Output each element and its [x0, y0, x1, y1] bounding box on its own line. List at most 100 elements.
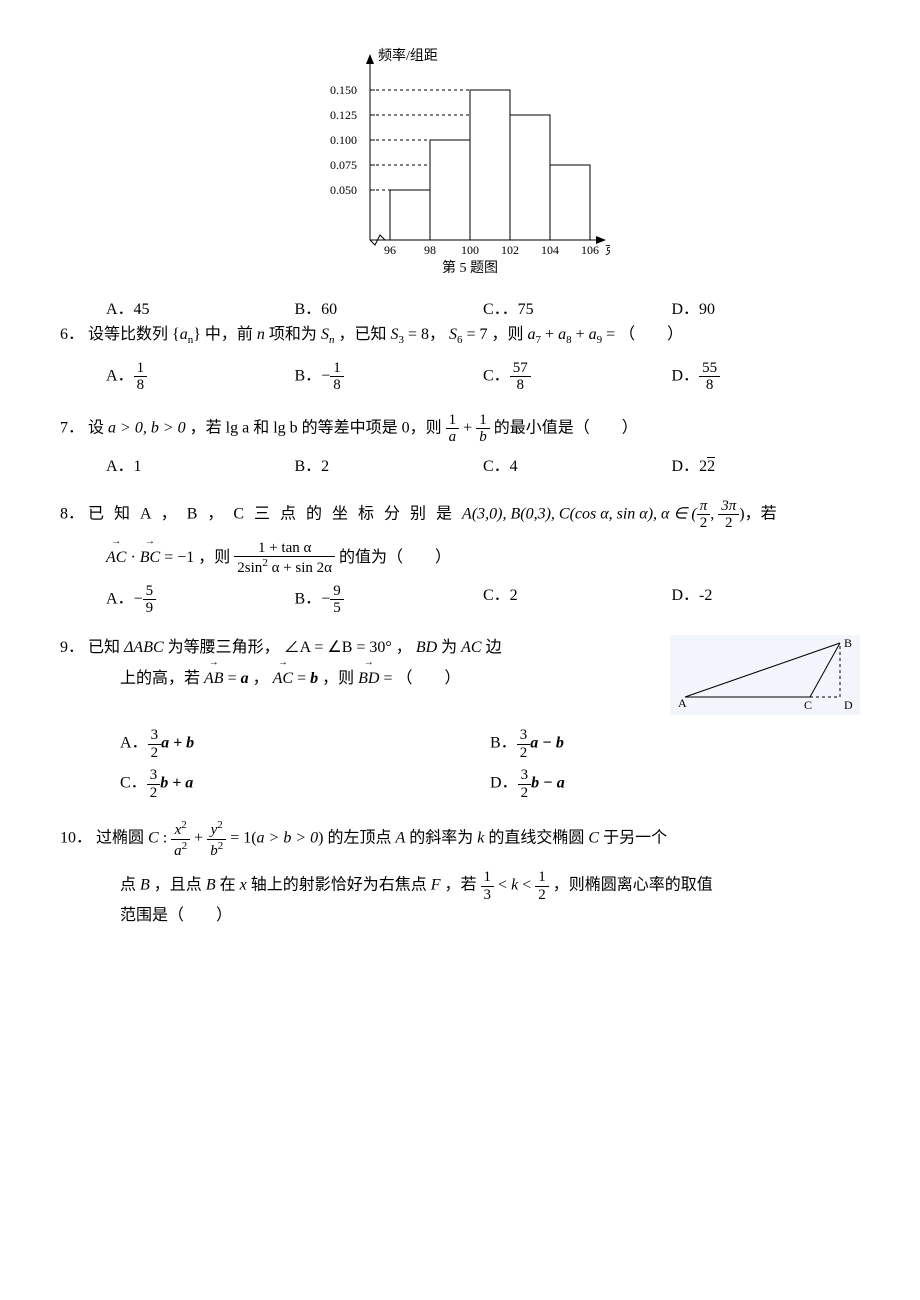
q8-AC: AC [106, 549, 126, 566]
q7-cond: a > 0, b > 0 [108, 420, 186, 437]
q7-td: 的最小值是（ ） [494, 420, 638, 437]
q9-BD1: BD [416, 639, 437, 656]
q6-text-d: ，已知 [338, 326, 386, 343]
q9-vA: A [678, 696, 687, 710]
q6-a7s: 7 [536, 334, 542, 346]
q7: 7． 设 a > 0, b > 0 ，若 lg a 和 lg b 的等差中项是 … [60, 412, 860, 480]
q6-Sn-sub: n [329, 334, 335, 346]
q6-opt-b: B．−18 [295, 360, 484, 394]
q6-an-a: a [180, 326, 188, 343]
q6-S6: S [449, 326, 457, 343]
q8-Bneg: − [321, 590, 330, 607]
q6-text-b: 中，前 [205, 326, 253, 343]
q9-ta: 已知 [88, 639, 120, 656]
q9-AC: AC [273, 670, 293, 687]
q6-Cn: 57 [510, 360, 531, 378]
q8-BC: BC [140, 549, 160, 566]
q10-plus: + [194, 830, 207, 847]
q10-A: A [395, 830, 405, 847]
q7-plus: + [463, 420, 476, 437]
q10-f2n: 1 [535, 869, 549, 887]
q10-B: B [140, 877, 150, 894]
q9-Bl: B． [490, 735, 517, 752]
q10-F: F [431, 877, 441, 894]
q7-opt-c: C．4 [483, 454, 672, 480]
q10-xda: a [174, 843, 182, 859]
xtick-2: 100 [461, 243, 479, 257]
q10-num: 10． [60, 830, 92, 847]
q6-Dn: 55 [699, 360, 720, 378]
q9-tri: ΔABC [124, 639, 164, 656]
q10-tf5: ，若 [445, 877, 477, 894]
q9-eqa: = [228, 670, 241, 687]
q6-S6eq: = 7 [462, 326, 487, 343]
histogram-caption: 第 5 题图 [442, 259, 498, 276]
q9-triangle: A B C D [670, 635, 860, 724]
q8-comma: , [710, 505, 718, 522]
q8-td: 的值为（ ） [339, 549, 451, 566]
q9-a: a [241, 670, 249, 687]
q8-opt-d: D．-2 [672, 583, 861, 617]
q9-tc2: 为 [441, 639, 457, 656]
q10-ys: 2 [217, 819, 223, 831]
q7-and: 和 [253, 420, 273, 437]
q10-yds: 2 [218, 840, 224, 852]
xtick-5: 106 [581, 243, 599, 257]
q6-Ad: 8 [134, 377, 148, 394]
q9-C32d: 2 [147, 785, 161, 802]
q6: 6． 设等比数列 {an} 中，前 n 项和为 Sn ，已知 S3 = 8， S… [60, 322, 860, 394]
q6-a9: a [589, 326, 597, 343]
q6-p2: + [576, 326, 589, 343]
q6-eq: = （ ） [606, 326, 683, 343]
q7-f1n: 1 [446, 412, 460, 430]
q5-opt-d: D．90 [672, 297, 861, 323]
q6-brace-l: { [172, 326, 180, 343]
q6-p1: + [545, 326, 558, 343]
q10-f1d: 3 [481, 887, 495, 904]
ytick-4: 0.150 [330, 83, 357, 97]
q10-te: 于另一个 [603, 830, 667, 847]
q7-lga: lg a [226, 420, 250, 437]
q9-Al: A． [120, 735, 148, 752]
q9-ang: ∠A = ∠B = 30° [284, 639, 392, 656]
q10-lt2: < [522, 877, 535, 894]
q10-td: 的直线交椭圆 [488, 830, 588, 847]
q9-opt-c: C．32b + a [120, 767, 490, 801]
q6-brace-r: } [193, 326, 201, 343]
q5-options: A．45 B．60 C．．75 D．90 [106, 297, 860, 323]
q7-tc: 的等差中项是 0，则 [302, 420, 442, 437]
q9-tc: ， [396, 639, 412, 656]
histogram-svg: 0.050 0.075 0.100 0.125 0.150 96 98 100 … [310, 40, 610, 280]
q9-eqb: = [297, 670, 310, 687]
q6-Dlbl: D． [672, 368, 700, 385]
q9-b: b [310, 670, 318, 687]
q6-text-e: ，则 [492, 326, 524, 343]
q6-An: 1 [134, 360, 148, 378]
q8-num: 8． [60, 505, 84, 522]
q6-text-a: 设等比数列 [88, 326, 168, 343]
q9-tc3: 边 [486, 639, 502, 656]
q10-xds: 2 [182, 840, 188, 852]
q7-opt-a: A．1 [106, 454, 295, 480]
q10-cond: a > b > 0 [257, 830, 319, 847]
q6-a8: a [558, 326, 566, 343]
q5-histogram: 0.050 0.075 0.100 0.125 0.150 96 98 100 … [60, 40, 860, 289]
q6-n: n [257, 326, 265, 343]
q8-opt-b: B．−95 [295, 583, 484, 617]
q7-f2d: b [479, 429, 487, 445]
q6-Blbl: B． [295, 368, 322, 385]
q8-ta: 已 知 A ， B ， C 三 点 的 坐 标 分 别 是 [88, 505, 462, 522]
q8: 8． 已 知 A ， B ， C 三 点 的 坐 标 分 别 是 A(3,0),… [60, 498, 860, 617]
q10-ydb: b [210, 843, 218, 859]
q10-tc: 的斜率为 [409, 830, 477, 847]
q7-num: 7． [60, 420, 84, 437]
ytick-2: 0.100 [330, 133, 357, 147]
q10-tg: ，则椭圆离心率的取值 [553, 877, 713, 894]
q6-S: S [321, 326, 329, 343]
q9-Dl: D． [490, 775, 518, 792]
q9-A32n: 3 [148, 727, 162, 745]
q6-a7: a [528, 326, 536, 343]
q10-xs: 2 [181, 819, 187, 831]
ytick-3: 0.125 [330, 108, 357, 122]
q8-tc: ，则 [198, 549, 234, 566]
